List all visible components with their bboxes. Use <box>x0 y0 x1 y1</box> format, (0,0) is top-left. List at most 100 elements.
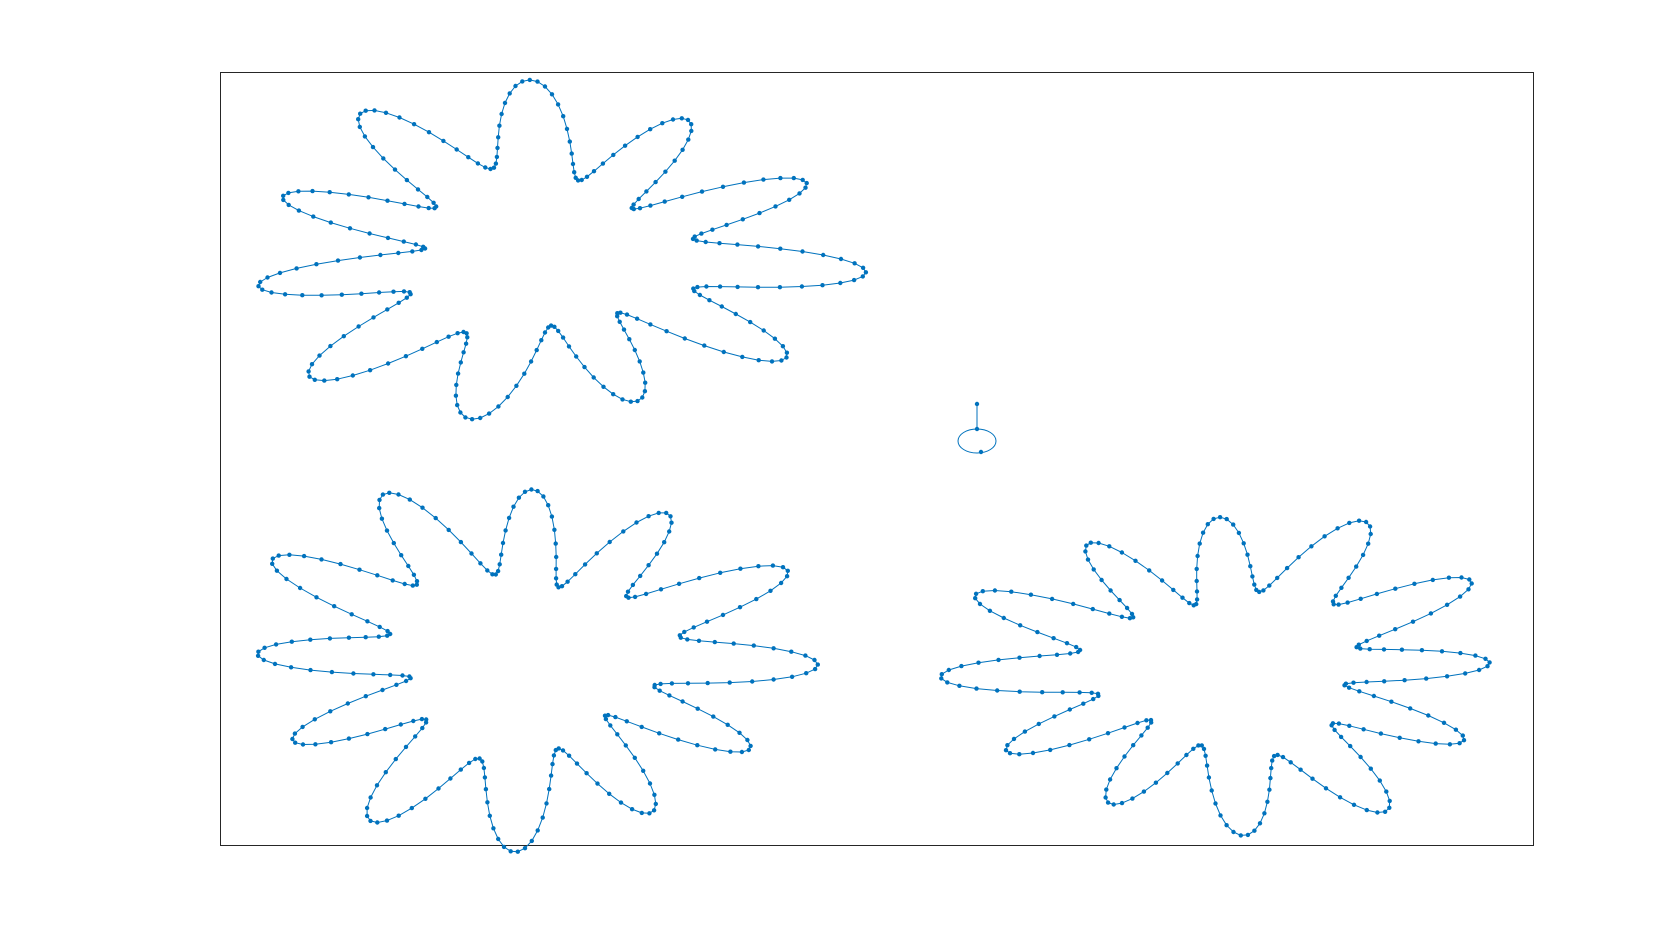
graph-node <box>546 325 551 330</box>
graph-node <box>1224 823 1229 828</box>
graph-node <box>737 605 743 610</box>
graph-node <box>513 83 518 89</box>
graph-node <box>685 637 690 642</box>
graph-node <box>1310 776 1315 781</box>
graph-node <box>346 736 352 741</box>
graph-node <box>653 801 658 807</box>
graph-node <box>423 796 428 801</box>
graph-node <box>312 717 317 722</box>
graph-node <box>1001 615 1006 621</box>
graph-node <box>1017 689 1022 694</box>
graph-node <box>1135 720 1140 726</box>
graph-node <box>1088 540 1094 545</box>
graph-node <box>461 329 466 335</box>
graph-node <box>1238 833 1244 838</box>
graph-node <box>542 330 548 335</box>
graph-node <box>319 293 324 298</box>
component-3 <box>939 515 1492 838</box>
graph-node <box>500 540 506 546</box>
graph-node <box>425 194 430 200</box>
graph-node <box>329 669 335 675</box>
graph-node <box>973 591 979 596</box>
graph-node <box>978 449 984 455</box>
graph-node <box>555 102 561 107</box>
graph-node <box>258 279 263 285</box>
graph-node <box>376 290 382 295</box>
graph-node <box>351 671 356 676</box>
graph-node <box>1288 760 1293 765</box>
graph-node <box>717 284 723 289</box>
graph-node <box>751 643 756 648</box>
graph-node <box>1267 787 1272 792</box>
graph-node <box>560 748 566 753</box>
graph-node <box>493 161 499 166</box>
graph-node <box>804 671 809 676</box>
graph-node <box>300 293 305 298</box>
graph-node <box>377 505 382 511</box>
graph-node <box>637 206 643 211</box>
graph-node <box>556 585 561 590</box>
graph-node <box>1175 761 1180 766</box>
graph-node <box>535 488 540 494</box>
graph-node <box>727 680 732 685</box>
graph-node <box>1358 596 1363 601</box>
graph-node <box>1354 645 1359 650</box>
graph-node <box>328 343 333 349</box>
graph-node <box>636 196 641 202</box>
graph-node <box>600 161 606 166</box>
graph-node <box>311 214 316 219</box>
graph-node <box>637 359 642 364</box>
graph-node <box>1348 743 1353 749</box>
graph-node <box>454 382 459 388</box>
graph-node <box>1270 758 1275 763</box>
graph-node <box>276 553 281 558</box>
graph-node <box>364 813 370 819</box>
graph-node <box>1408 706 1413 711</box>
graph-node <box>1358 754 1363 760</box>
graph-node <box>496 404 501 409</box>
graph-node <box>657 688 662 693</box>
graph-node <box>1054 652 1060 657</box>
graph-node <box>455 402 460 408</box>
graph-node <box>377 624 382 630</box>
graph-node <box>469 551 474 556</box>
graph-node <box>478 415 483 421</box>
graph-node <box>1412 581 1417 586</box>
graph-node <box>685 117 691 123</box>
graph-node <box>648 322 653 327</box>
graph-node <box>672 158 677 163</box>
graph-node <box>475 161 481 166</box>
graph-node <box>1091 567 1096 572</box>
graph-node <box>718 570 723 575</box>
graph-node <box>1037 653 1042 659</box>
graph-node <box>446 527 451 533</box>
graph-node <box>1384 789 1389 794</box>
graph-node <box>1083 549 1088 554</box>
graph-node <box>1187 600 1192 606</box>
graph-node <box>1329 723 1334 728</box>
graph-node <box>1333 593 1339 598</box>
graph-node <box>784 574 790 579</box>
graph-node <box>1351 680 1356 685</box>
graph-node <box>582 364 587 370</box>
graph-node <box>1180 595 1185 600</box>
graph-node <box>1444 602 1450 607</box>
graph-node <box>648 203 653 208</box>
graph-node <box>1354 564 1359 569</box>
graph-node <box>1368 766 1374 771</box>
graph-node <box>1051 636 1056 641</box>
graph-node <box>620 397 625 402</box>
graph-node <box>704 619 710 624</box>
graph-node <box>546 503 551 508</box>
graph-node <box>644 189 649 194</box>
graph-node <box>611 152 616 158</box>
graph-node <box>705 680 710 686</box>
graph-node <box>458 360 463 365</box>
graph-node <box>256 284 261 289</box>
graph-node <box>396 250 401 256</box>
graph-node <box>694 238 699 243</box>
graph-node <box>1257 589 1262 595</box>
graph-node <box>1104 787 1109 792</box>
graph-node <box>400 673 405 678</box>
graph-node <box>771 677 776 682</box>
